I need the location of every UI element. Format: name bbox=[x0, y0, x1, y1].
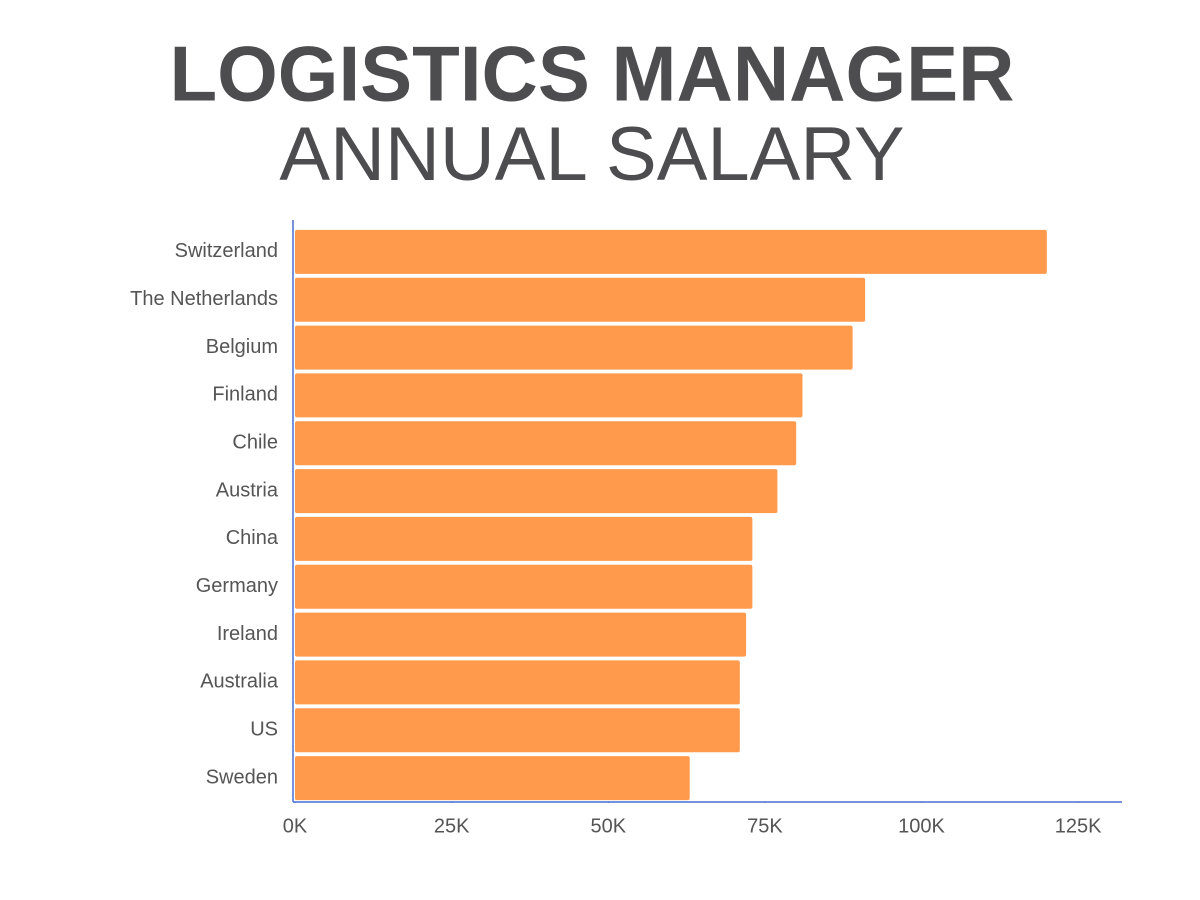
y-tick-label: China bbox=[226, 527, 279, 549]
bar bbox=[295, 229, 1047, 274]
bar bbox=[295, 756, 690, 801]
y-tick-label: Switzerland bbox=[175, 240, 278, 262]
x-tick-label: 25K bbox=[434, 815, 470, 837]
y-tick-label: Chile bbox=[232, 432, 278, 454]
x-tick-label: 100K bbox=[898, 815, 945, 837]
bar bbox=[295, 660, 740, 705]
x-tick-label: 125K bbox=[1055, 815, 1102, 837]
y-tick-label: Australia bbox=[200, 671, 279, 693]
y-tick-label: Austria bbox=[216, 479, 279, 501]
bar bbox=[295, 373, 803, 418]
y-tick-label: Ireland bbox=[217, 623, 278, 645]
bar bbox=[295, 708, 740, 753]
x-tick-label: 75K bbox=[747, 815, 783, 837]
x-tick-label: 0K bbox=[283, 815, 308, 837]
x-tick-label: 50K bbox=[590, 815, 626, 837]
bar bbox=[295, 564, 753, 609]
y-tick-label: Sweden bbox=[206, 766, 278, 788]
chart-title: LOGISTICS MANAGER bbox=[169, 30, 1014, 118]
y-tick-label: Finland bbox=[212, 384, 278, 406]
y-tick-label: Germany bbox=[196, 575, 278, 597]
y-tick-label: The Netherlands bbox=[130, 288, 278, 310]
bar bbox=[295, 277, 866, 322]
bar bbox=[295, 421, 797, 466]
y-tick-label: US bbox=[250, 719, 278, 741]
y-tick-label: Belgium bbox=[206, 336, 278, 358]
bar bbox=[295, 516, 753, 561]
chart-subtitle: ANNUAL SALARY bbox=[279, 112, 904, 197]
bar bbox=[295, 469, 778, 514]
bar bbox=[295, 612, 747, 657]
bar bbox=[295, 325, 853, 370]
